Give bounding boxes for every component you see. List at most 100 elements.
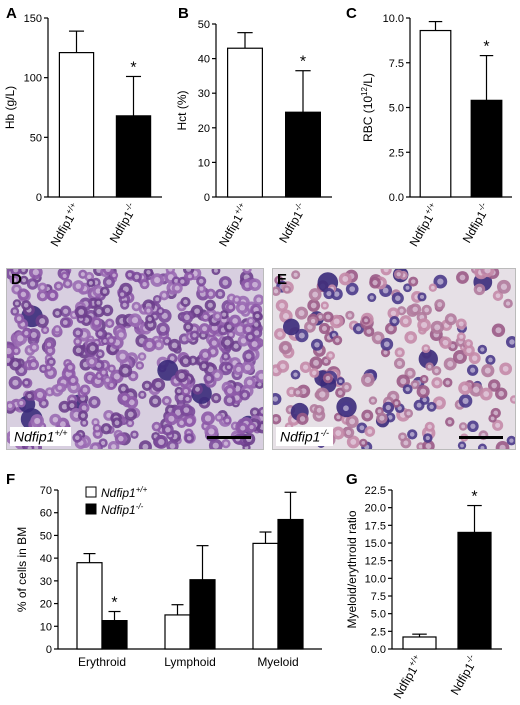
x-tick-label-main: Ndfip1 (48, 212, 78, 249)
cell-center (396, 272, 401, 277)
cell-center (202, 352, 209, 358)
y-tick-label: 60 (40, 508, 52, 520)
cell-center (96, 300, 101, 305)
cell-center (31, 345, 37, 350)
cell-center (392, 318, 397, 324)
legend-label-main: Ndfip1 (101, 486, 136, 500)
cell-center (213, 395, 219, 401)
legend-label-main: Ndfip1 (101, 503, 136, 517)
cell-center (41, 401, 46, 406)
cell-center (388, 325, 394, 332)
cell-center (258, 373, 263, 380)
panel-label-g: G (346, 471, 358, 488)
cell-center (379, 415, 385, 421)
cell-center (112, 273, 116, 278)
cell-center (165, 427, 171, 433)
cell-center (47, 348, 53, 353)
cell-center (214, 372, 220, 378)
cell-center (407, 370, 413, 376)
cell-center (75, 339, 80, 344)
cell-center (382, 287, 389, 294)
cell-center (383, 350, 388, 355)
cell-center (397, 350, 403, 355)
cell-center (46, 365, 51, 370)
cell-center (204, 415, 212, 422)
cell-center (252, 410, 258, 415)
cell-center (495, 293, 501, 299)
x-tick-label: Lymphoid (164, 655, 216, 669)
cell-center (55, 310, 60, 316)
cell-center (448, 316, 454, 322)
y-tick-label: 10 (40, 621, 52, 633)
cell-center (279, 302, 285, 309)
cell-center (273, 416, 279, 422)
cell-center (134, 304, 139, 309)
cell-center (282, 313, 289, 320)
cell-center (122, 302, 127, 308)
cell-center (183, 299, 188, 305)
cell-center (75, 347, 82, 354)
bar (227, 47, 264, 198)
x-tick-label-main: Ndfip1 (216, 212, 246, 249)
cell-center (184, 314, 190, 321)
cell-center (185, 324, 191, 330)
cell-center (80, 272, 85, 277)
cell-center (17, 335, 24, 342)
cell-center (81, 405, 87, 411)
cell-center (498, 390, 504, 397)
cell-center (103, 426, 109, 432)
cell-center (171, 342, 178, 349)
cell-center (470, 423, 476, 429)
y-axis-label-end: /L) (361, 73, 375, 87)
chart-c-rbc: 0.0 2.5 5.0 7.5 10.0 Ndfip1+/+ * Ndfip1-/- RBC (… (360, 13, 512, 249)
cell-center (405, 386, 410, 392)
cell-center (57, 385, 62, 390)
cell-center (318, 315, 323, 319)
cell-center (7, 348, 12, 355)
cell-center (422, 397, 427, 403)
cell-center (402, 318, 409, 325)
cell-center (395, 295, 401, 301)
cell-center (208, 291, 214, 297)
cell-center (192, 333, 197, 338)
caption-d-main: Ndfip1 (14, 429, 55, 445)
cell-center (412, 306, 418, 313)
cell-center (169, 356, 175, 361)
cell-center (244, 364, 251, 371)
y-axis-label: Hb (g/L) (3, 86, 17, 129)
cell-center (105, 378, 110, 383)
cell-center (480, 445, 485, 449)
cell-center (178, 394, 184, 401)
cell-center (12, 277, 17, 283)
significance-marker: * (300, 54, 306, 71)
x-tick-label-main: Ndfip1 (391, 664, 421, 701)
y-tick-label: 12.5 (365, 556, 386, 568)
cell-center (364, 376, 371, 384)
cell-center (70, 378, 76, 383)
cell-center (72, 312, 77, 317)
significance-marker: * (111, 595, 117, 612)
y-tick-label: 10 (198, 157, 210, 169)
cell-center (179, 420, 184, 426)
cell-center (223, 441, 228, 446)
panel-label-f: F (6, 471, 15, 488)
cell-center (97, 331, 103, 336)
cell-center (63, 308, 69, 314)
cell-center (256, 297, 262, 303)
cell-center (316, 407, 322, 413)
cell-center (40, 293, 46, 299)
cell-center (257, 382, 262, 387)
cell-center (483, 391, 490, 397)
x-tick-label: Ndfip1+/+ (46, 200, 83, 249)
cell-center (215, 314, 220, 319)
cell-center (147, 317, 152, 322)
blood-smear-d (7, 269, 263, 449)
cell-center (159, 326, 167, 333)
x-tick-label: Ndfip1+/+ (214, 200, 251, 249)
cell-center (211, 324, 218, 331)
cell-center (62, 320, 68, 325)
caption-d-sup: +/+ (54, 428, 68, 439)
cell-center (15, 301, 19, 306)
cell-center (7, 357, 11, 363)
blood-cell (282, 318, 300, 336)
